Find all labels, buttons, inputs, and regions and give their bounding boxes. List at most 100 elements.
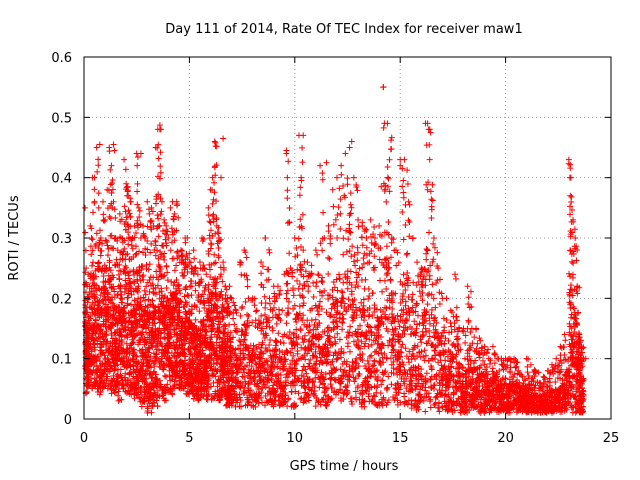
data-point xyxy=(279,307,286,314)
data-point xyxy=(95,260,102,267)
data-point xyxy=(315,271,322,278)
data-point xyxy=(201,265,208,272)
data-point xyxy=(384,174,391,181)
data-point xyxy=(363,235,370,241)
data-point xyxy=(173,262,180,269)
data-point xyxy=(347,190,354,197)
data-point xyxy=(141,287,148,294)
data-point xyxy=(108,390,115,397)
data-point xyxy=(109,186,116,193)
data-point xyxy=(132,251,139,258)
data-point xyxy=(220,330,227,337)
data-point xyxy=(406,201,413,208)
data-point xyxy=(283,320,290,327)
data-point xyxy=(387,277,394,284)
data-point xyxy=(146,210,153,217)
data-point xyxy=(93,144,100,151)
data-point xyxy=(409,296,416,303)
data-point xyxy=(90,209,97,216)
data-point xyxy=(145,266,152,273)
data-point xyxy=(106,213,113,220)
data-point xyxy=(179,247,186,254)
data-point xyxy=(88,361,95,368)
data-point xyxy=(121,315,128,322)
data-point xyxy=(107,267,114,274)
data-point xyxy=(353,279,360,286)
data-point xyxy=(140,222,147,229)
data-point xyxy=(91,346,98,353)
data-point xyxy=(146,277,153,284)
data-point xyxy=(145,349,152,356)
data-point xyxy=(129,356,136,363)
data-point xyxy=(147,364,154,371)
data-point xyxy=(97,292,104,299)
data-point xyxy=(404,180,411,187)
data-point xyxy=(334,234,341,241)
data-point xyxy=(348,204,355,211)
data-point xyxy=(337,226,344,233)
data-point xyxy=(106,264,113,271)
data-point xyxy=(141,307,148,314)
data-point xyxy=(201,287,208,294)
data-point xyxy=(107,166,114,173)
data-point xyxy=(97,327,104,334)
data-point xyxy=(134,276,141,283)
data-point xyxy=(133,353,140,360)
data-point xyxy=(124,334,131,341)
data-point xyxy=(126,280,133,287)
data-point xyxy=(137,316,144,323)
data-point xyxy=(346,144,353,151)
data-point xyxy=(122,277,129,284)
data-point xyxy=(304,259,311,266)
data-point xyxy=(340,235,347,242)
data-point xyxy=(385,175,392,182)
data-point xyxy=(363,252,370,259)
data-point xyxy=(137,277,144,284)
data-point xyxy=(97,227,104,234)
data-point xyxy=(211,179,218,186)
data-point xyxy=(154,402,161,409)
data-point xyxy=(212,139,219,146)
data-point xyxy=(167,204,174,211)
data-point xyxy=(346,348,353,355)
data-point xyxy=(388,254,394,261)
data-point xyxy=(171,267,178,274)
data-point xyxy=(117,295,124,302)
data-point xyxy=(112,339,119,346)
data-point xyxy=(284,174,291,181)
data-point xyxy=(388,235,395,241)
data-point xyxy=(142,297,149,304)
data-point xyxy=(124,358,131,365)
data-point xyxy=(92,273,99,280)
data-point xyxy=(385,218,392,225)
data-point xyxy=(206,266,213,273)
data-point xyxy=(143,338,150,345)
data-point xyxy=(299,159,306,166)
data-point xyxy=(386,156,393,163)
data-point xyxy=(411,318,418,325)
data-point xyxy=(91,354,98,361)
data-point xyxy=(264,266,271,273)
data-point xyxy=(128,301,135,308)
data-point xyxy=(146,261,153,268)
data-point xyxy=(286,250,293,257)
data-point xyxy=(85,271,92,278)
data-point xyxy=(100,272,107,279)
data-point xyxy=(325,222,332,229)
data-point xyxy=(131,297,138,304)
data-point xyxy=(142,378,149,385)
data-point xyxy=(82,204,89,211)
data-point xyxy=(161,372,168,379)
data-point xyxy=(114,371,121,378)
data-point xyxy=(344,175,351,182)
data-point xyxy=(99,198,106,205)
data-point xyxy=(121,156,128,163)
data-point xyxy=(109,177,116,184)
data-point xyxy=(423,370,430,377)
data-point xyxy=(104,186,111,193)
data-point xyxy=(99,240,106,247)
data-point xyxy=(180,272,187,279)
data-point xyxy=(137,295,144,302)
data-point xyxy=(118,216,125,223)
data-point xyxy=(124,300,131,307)
